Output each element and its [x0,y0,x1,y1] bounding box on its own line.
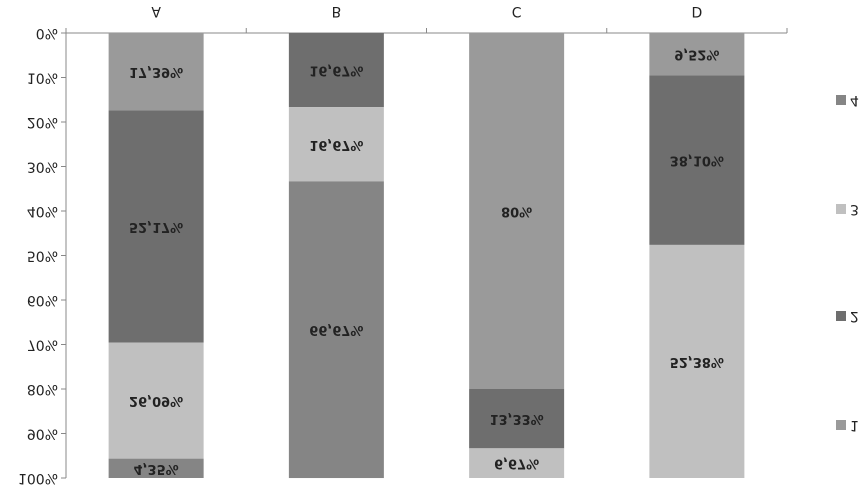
bar-segment [469,448,565,478]
legend-label: 2 [850,308,859,324]
legend-label: 3 [850,201,859,217]
bar-segment [108,458,204,478]
legend-label: 1 [850,417,859,433]
bar-segment [108,342,204,459]
x-tick-label: D [691,3,702,19]
x-tick-label: C [512,3,522,19]
y-tick-label: 90% [27,426,58,442]
data-label: 52,38% [670,354,724,369]
data-label: 66,67% [309,322,363,337]
y-tick-label: 20% [27,114,58,130]
legend-swatch [836,204,846,214]
bar-segment [108,33,204,111]
bar-segment [288,181,384,479]
data-label: 26,09% [129,393,183,408]
bar-segment [649,33,745,76]
bar-segment [108,110,204,343]
x-tick-label: B [332,3,342,19]
y-tick-label: 60% [27,292,58,308]
data-label: 38,10% [670,153,724,168]
bar-segment [649,75,745,245]
data-label: 4,35% [134,461,179,476]
y-tick-label: 80% [27,381,58,397]
bar-segment [288,33,384,108]
data-label: 13,33% [490,411,544,426]
data-label: 9,52% [674,47,719,62]
legend-swatch [836,311,846,321]
bar-segment [469,33,565,389]
y-tick-label: 40% [27,203,58,219]
data-label: 80% [501,204,532,219]
x-tick-label: A [151,3,161,19]
data-label: 16,67% [309,137,363,152]
data-label: 6,67% [494,456,539,471]
data-label: 17,39% [129,64,183,79]
y-tick-label: 10% [27,70,58,86]
legend-label: 4 [850,92,859,108]
y-tick-label: 0% [36,25,58,41]
legend-swatch [836,95,846,105]
bar-segment [288,107,384,182]
legend-swatch [836,420,846,430]
y-tick-label: 70% [27,337,58,353]
data-label: 16,67% [309,63,363,78]
y-tick-label: 100% [18,470,58,486]
y-tick-label: 30% [27,159,58,175]
bar-segment [469,389,565,449]
data-label: 52,17% [129,219,183,234]
bar-segment [649,244,745,478]
y-tick-label: 50% [27,248,58,264]
